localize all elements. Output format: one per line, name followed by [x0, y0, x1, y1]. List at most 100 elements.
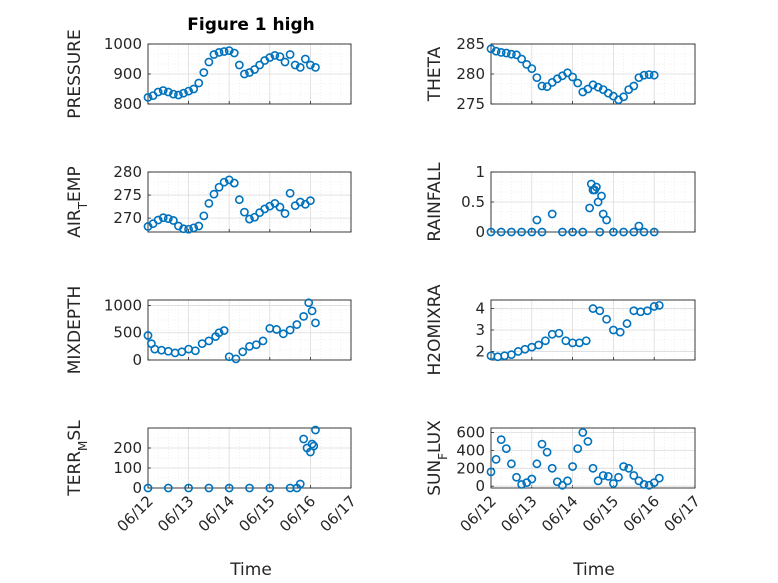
data-point: [537, 81, 547, 91]
data-point: [615, 327, 625, 337]
data-point: [163, 214, 173, 224]
y-tick-label: 200: [113, 439, 142, 457]
data-point: [542, 82, 552, 91]
y-axis-label: RAINFALL: [425, 162, 445, 242]
data-point: [179, 224, 188, 234]
data-point: [229, 48, 239, 58]
data-point: [501, 48, 511, 58]
x-tick-label: 06/14: [195, 492, 238, 535]
x-tick-label: 06/12: [114, 492, 157, 535]
data-point: [184, 86, 193, 96]
data-point: [593, 476, 603, 486]
y-tick-label: 275: [456, 95, 485, 113]
data-point: [506, 49, 516, 59]
data-point: [194, 78, 204, 88]
data-point: [190, 346, 200, 356]
data-point: [609, 479, 618, 488]
data-point: [265, 53, 275, 62]
y-tick-label: 275: [113, 186, 142, 204]
data-point: [285, 50, 295, 59]
x-tick-label: 06/13: [154, 492, 197, 535]
data-point: [143, 331, 153, 340]
data-point: [588, 80, 598, 90]
data-point: [179, 88, 188, 98]
y-tick-label: 400: [456, 441, 485, 459]
panel-air_temp: 270 275 280 AIRTEMP: [65, 163, 352, 238]
y-tick-label: 0.5: [461, 193, 485, 211]
y-tick-label: 600: [456, 423, 485, 441]
data-point: [649, 70, 659, 80]
axes-box: [490, 299, 696, 361]
data-point: [649, 302, 659, 311]
data-point: [238, 347, 248, 357]
data-point: [649, 227, 659, 237]
data-point: [295, 63, 305, 72]
data-point: [501, 444, 511, 453]
y-tick-label: 0: [132, 479, 142, 497]
figure-title: Figure 1 high: [187, 15, 315, 35]
data-point: [597, 191, 606, 201]
y-tick-label: 500: [113, 324, 142, 342]
data-point: [168, 216, 178, 225]
data-point: [654, 473, 664, 483]
data-point: [547, 463, 557, 473]
y-axis-label: AIRTEMP: [65, 166, 90, 237]
data-point: [629, 81, 639, 91]
data-point: [634, 221, 644, 231]
panel-h2omixra: 2 3 4 H2OMIXRA: [425, 284, 696, 376]
data-point: [275, 202, 285, 212]
x-tick-label: 06/16: [276, 492, 319, 535]
data-point: [643, 306, 652, 316]
data-point: [305, 196, 315, 206]
data-point: [219, 47, 229, 56]
data-point: [275, 52, 285, 61]
data-point: [512, 472, 521, 482]
y-tick-label: 280: [456, 65, 485, 83]
data-point: [143, 483, 153, 493]
data-point: [619, 227, 628, 237]
x-tick-label: 06/17: [317, 492, 360, 535]
data-point: [537, 439, 547, 449]
axes-box: [147, 171, 352, 233]
data-point: [619, 462, 628, 471]
data-point: [568, 227, 577, 237]
data-point: [578, 227, 588, 237]
data-point: [609, 227, 618, 237]
data-point: [250, 212, 259, 222]
data-point: [644, 70, 654, 79]
data-point: [506, 350, 516, 360]
data-point: [163, 87, 173, 97]
data-point: [532, 215, 542, 225]
data-point: [517, 54, 526, 64]
y-tick-label: 900: [113, 65, 142, 83]
data-point: [517, 480, 526, 489]
data-point: [311, 425, 320, 435]
data-point: [629, 471, 639, 480]
data-point: [224, 46, 234, 55]
data-point: [517, 227, 526, 237]
data-point: [272, 325, 281, 334]
data-point: [554, 328, 564, 338]
data-point: [199, 211, 209, 221]
data-point: [300, 54, 310, 64]
data-point: [578, 428, 588, 437]
data-point: [224, 483, 234, 493]
data-point: [265, 483, 275, 493]
x-tick-label: 06/13: [497, 492, 540, 535]
data-point: [542, 447, 552, 457]
data-point: [619, 92, 628, 102]
data-point: [568, 462, 577, 471]
data-point: [214, 328, 224, 338]
data-point: [595, 227, 605, 237]
data-point: [491, 46, 501, 56]
y-tick-label: 3: [475, 321, 485, 339]
data-point: [506, 227, 516, 237]
x-tick-label: 06/16: [620, 492, 663, 535]
data-point: [295, 197, 305, 207]
data-point: [204, 336, 214, 346]
data-point: [229, 178, 239, 188]
data-point: [614, 472, 623, 482]
data-point: [537, 227, 547, 237]
data-point: [649, 478, 659, 488]
data-point: [624, 463, 634, 473]
